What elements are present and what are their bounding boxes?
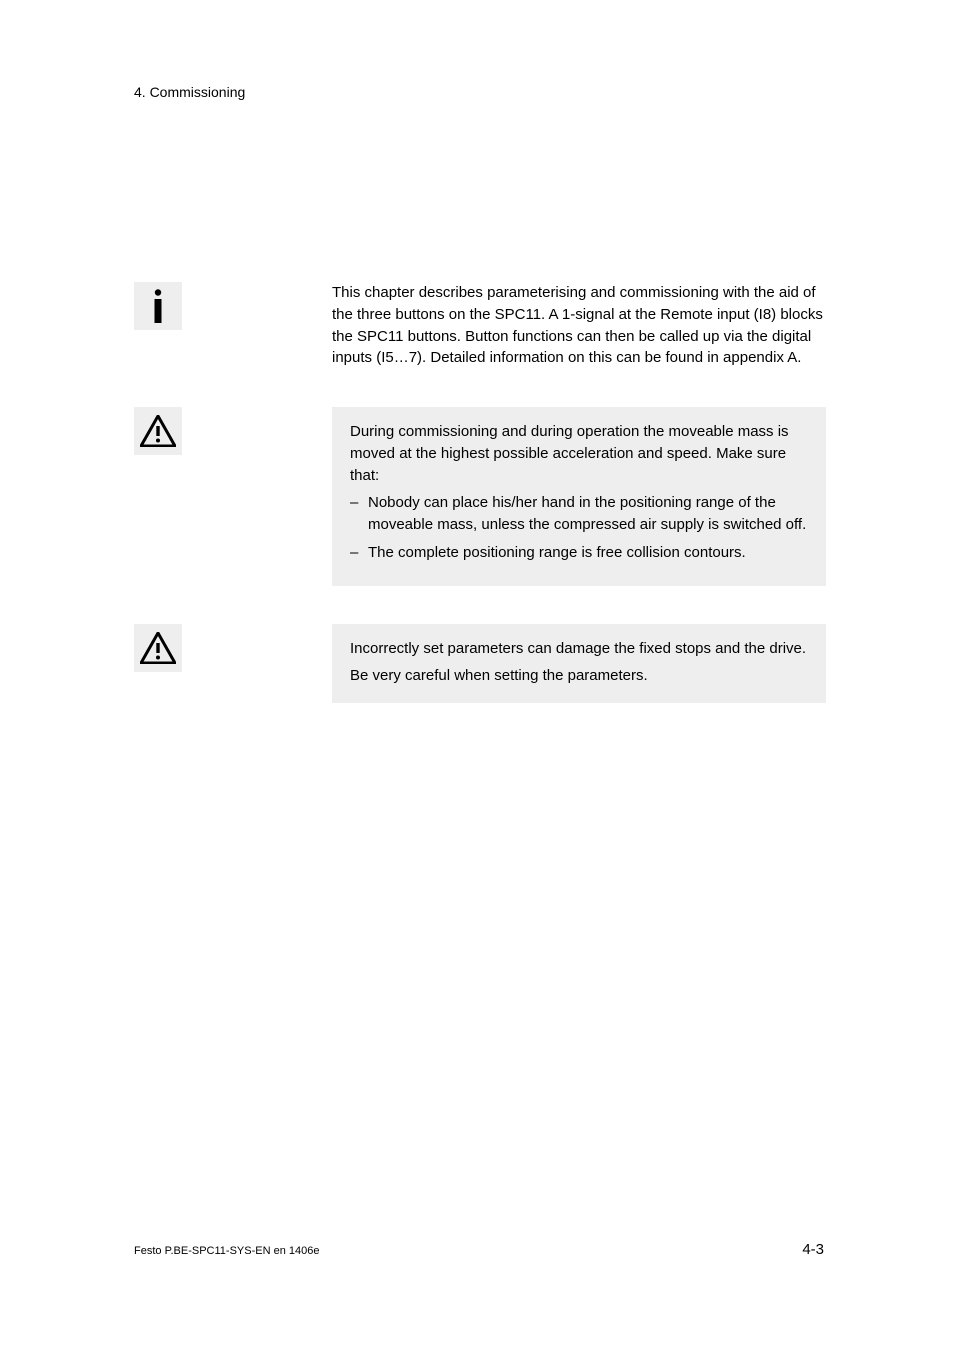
footer-page-number: 4-3 bbox=[802, 1241, 824, 1258]
warning-2-p2: Be very careful when setting the paramet… bbox=[350, 665, 808, 687]
content-area: This chapter describes parameterising an… bbox=[134, 282, 826, 741]
warning-1-intro: During commissioning and during operatio… bbox=[350, 421, 808, 486]
warning-icon bbox=[134, 407, 182, 455]
footer-doc-id: Festo P.BE-SPC11-SYS-EN en 1406e bbox=[134, 1245, 319, 1257]
warning-block-2: Incorrectly set parameters can damage th… bbox=[134, 624, 826, 704]
warning-1-bullet: Nobody can place his/her hand in the pos… bbox=[350, 492, 808, 536]
warning-box-1: During commissioning and during operatio… bbox=[332, 407, 826, 586]
warning-block-1: During commissioning and during operatio… bbox=[134, 407, 826, 586]
chapter-header: 4. Commissioning bbox=[134, 84, 245, 100]
warning-box-2: Incorrectly set parameters can damage th… bbox=[332, 624, 826, 704]
warning-2-p1: Incorrectly set parameters can damage th… bbox=[350, 638, 808, 660]
page-footer: Festo P.BE-SPC11-SYS-EN en 1406e 4-3 bbox=[134, 1241, 824, 1258]
warning-1-bullet: The complete positioning range is free c… bbox=[350, 542, 808, 564]
info-icon bbox=[134, 282, 182, 330]
info-paragraph: This chapter describes parameterising an… bbox=[332, 282, 826, 369]
warning-icon bbox=[134, 624, 182, 672]
info-block: This chapter describes parameterising an… bbox=[134, 282, 826, 369]
warning-1-list: Nobody can place his/her hand in the pos… bbox=[350, 492, 808, 563]
